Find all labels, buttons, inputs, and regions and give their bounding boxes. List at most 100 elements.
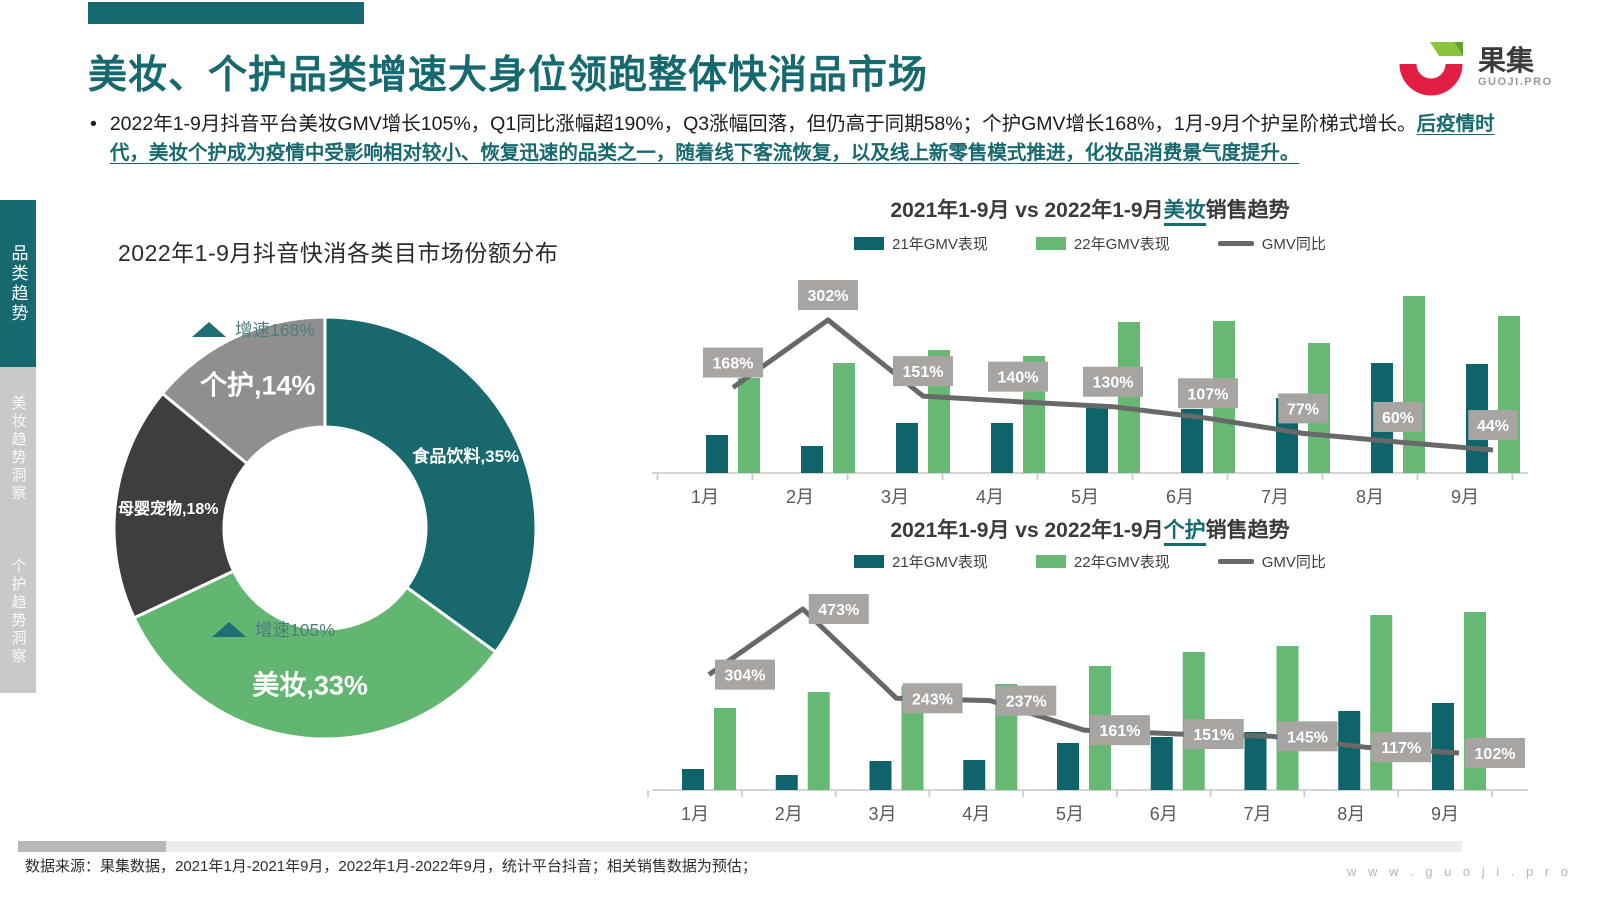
guoji-logo: 果集 GUOJI.PRO [1396, 36, 1553, 98]
market-share-donut-chart: 食品饮料,35% 美妆,33% 母婴宠物,18% 个护,14% [105, 308, 545, 748]
beauty-yoy-label-box-2月 [798, 280, 858, 311]
beauty-yoy-label-box-4月 [988, 361, 1048, 392]
personalcare-yoy-label-box-8月 [1371, 732, 1432, 763]
growth-annotation-beauty: 增速105% [212, 617, 335, 642]
beauty-chart-title: 2021年1-9月 vs 2022年1-9月美妆销售趋势 [640, 194, 1540, 226]
beauty-yoy-label-8月: 60% [1382, 410, 1414, 427]
beauty-month-label-2月: 2月 [786, 487, 814, 507]
beauty-yoy-label-3月: 151% [903, 364, 944, 381]
growth-annotation-personal-care: 增速168% [192, 317, 315, 342]
beauty-bar-2022-2月 [833, 363, 855, 473]
beauty-month-label-1月: 1月 [691, 487, 719, 507]
donut-segment-label-2: 母婴宠物,18% [118, 499, 218, 518]
personalcare-chart-legend: 21年GMV表现 22年GMV表现 GMV同比 [640, 551, 1540, 572]
triangle-up-icon [192, 322, 226, 337]
personalcare-yoy-label-box-1月 [715, 659, 775, 690]
personalcare-month-label-3月: 3月 [868, 804, 896, 824]
bullet-text-normal: 2022年1-9月抖音平台美妆GMV增长105%，Q1同比涨幅超190%，Q3涨… [109, 113, 1417, 135]
site-url: w w w . g u o j i . p r o [1347, 864, 1572, 879]
personalcare-yoy-label-5月: 161% [1100, 723, 1141, 740]
personalcare-bar-2021-7月 [1244, 732, 1267, 790]
legend-label: 21年GMV表现 [892, 236, 988, 253]
legend-item-gmv21: 21年GMV表现 [854, 551, 988, 572]
legend-item-yoy: GMV同比 [1217, 551, 1326, 572]
beauty-month-label-4月: 4月 [976, 487, 1004, 507]
beauty-yoy-label-box-6月 [1178, 378, 1238, 409]
beauty-bar-2021-6月 [1181, 409, 1203, 473]
personalcare-month-label-6月: 6月 [1150, 804, 1178, 824]
personalcare-yoy-label-1月: 304% [725, 668, 766, 685]
personalcare-yoy-label-9月: 102% [1475, 746, 1516, 763]
personalcare-yoy-label-box-6月 [1183, 718, 1244, 749]
donut-segment-label-0: 食品饮料,35% [412, 446, 519, 466]
beauty-yoy-label-box-8月 [1373, 401, 1423, 432]
legend-label: GMV同比 [1261, 554, 1326, 571]
legend-label: 22年GMV表现 [1073, 554, 1170, 571]
beauty-yoy-label-box-9月 [1468, 410, 1518, 441]
legend-line-swatch [1217, 241, 1254, 246]
donut-svg: 食品饮料,35% 美妆,33% 母婴宠物,18% 个护,14% [112, 315, 538, 741]
beauty-yoy-label-7月: 77% [1287, 401, 1319, 418]
beauty-month-label-3月: 3月 [881, 487, 909, 507]
personalcare-bar-2022-1月 [714, 708, 736, 790]
personalcare-yoy-label-4月: 237% [1006, 694, 1047, 711]
personalcare-bar-2021-9月 [1432, 703, 1454, 790]
personalcare-month-label-8月: 8月 [1337, 804, 1365, 824]
personalcare-month-label-4月: 4月 [962, 804, 990, 824]
personalcare-bar-2021-8月 [1338, 711, 1361, 790]
legend-item-gmv21: 21年GMV表现 [854, 233, 988, 254]
beauty-bar-2022-1月 [738, 378, 760, 473]
legend-swatch-gmv21 [854, 237, 885, 250]
donut-segment-0 [323, 315, 538, 655]
beauty-yoy-label-box-5月 [1083, 366, 1143, 397]
legend-item-gmv22: 22年GMV表现 [1035, 551, 1170, 572]
beauty-month-label-8月: 8月 [1356, 487, 1384, 507]
sidebar-tab-category-trend[interactable]: 品类趋势 [0, 200, 36, 367]
personalcare-bar-2021-3月 [869, 761, 892, 790]
beauty-bar-2021-2月 [801, 446, 823, 473]
personalcare-svg: 304% 473% 243% 237% 161% 151% 145% 117% 102% 1月 2月… [647, 594, 1528, 824]
personalcare-yoy-label-box-4月 [996, 685, 1057, 716]
personalcare-bar-2021-6月 [1150, 737, 1173, 790]
legend-line-swatch [1217, 559, 1254, 564]
legend-item-gmv22: 22年GMV表现 [1035, 233, 1170, 254]
legend-swatch-gmv21 [854, 555, 885, 568]
beauty-month-label-9月: 9月 [1451, 487, 1479, 507]
beauty-month-label-5月: 5月 [1071, 487, 1099, 507]
beauty-yoy-label-6月: 107% [1188, 386, 1229, 403]
footer-progress-segment [18, 841, 166, 852]
donut-segment-3 [160, 315, 327, 466]
personalcare-month-label-5月: 5月 [1056, 804, 1084, 824]
beauty-bar-2021-3月 [896, 423, 918, 473]
personalcare-yoy-label-box-3月 [902, 683, 963, 714]
personalcare-bar-2022-2月 [807, 692, 830, 790]
personalcare-yoy-label-8月: 117% [1381, 740, 1421, 757]
personalcare-bar-2022-8月 [1370, 615, 1393, 790]
beauty-sales-trend-chart: 168% 302% 151% 140% 130% 107% 77% 60% 44% 1月 2月 3月 4… [640, 268, 1540, 518]
beauty-yoy-label-4月: 140% [998, 370, 1039, 387]
personalcare-bar-2022-7月 [1276, 646, 1299, 790]
beauty-chart-legend: 21年GMV表现 22年GMV表现 GMV同比 [640, 233, 1540, 254]
personalcare-yoy-label-box-5月 [1090, 715, 1150, 746]
personalcare-yoy-label-7月: 145% [1287, 729, 1328, 746]
beauty-month-label-7月: 7月 [1261, 487, 1289, 507]
beauty-bar-2021-4月 [991, 423, 1013, 473]
beauty-yoy-label-box-1月 [703, 347, 763, 378]
legend-swatch-gmv22 [1035, 555, 1066, 568]
bullet-text-highlight: 后疫情时代，美妆个护成为疫情中受影响相对较小、恢复迅速的品类之一，随着线下客流恢… [109, 113, 1495, 164]
accent-top-bar [88, 2, 364, 24]
personalcare-yoy-label-box-7月 [1277, 721, 1338, 752]
personalcare-bar-2021-1月 [682, 769, 704, 790]
beauty-bar-2021-1月 [706, 435, 728, 473]
personalcare-yoy-label-6月: 151% [1193, 727, 1234, 744]
legend-label: 21年GMV表现 [892, 554, 988, 571]
sidebar-tab-beauty-insight[interactable]: 美妆趋势洞察 [0, 367, 36, 530]
bullet-text: 2022年1-9月抖音平台美妆GMV增长105%，Q1同比涨幅超190%，Q3涨… [110, 110, 1528, 167]
personalcare-sales-trend-chart: 304% 473% 243% 237% 161% 151% 145% 117% 102% 1月 2月… [640, 580, 1540, 830]
growth-annotation-text: 增速105% [255, 620, 335, 640]
beauty-yoy-label-box-7月 [1278, 393, 1328, 424]
sidebar-tab-personalcare-insight[interactable]: 个护趋势洞察 [0, 530, 36, 693]
beauty-yoy-label-2月: 302% [808, 288, 849, 305]
beauty-month-label-6月: 6月 [1166, 487, 1194, 507]
